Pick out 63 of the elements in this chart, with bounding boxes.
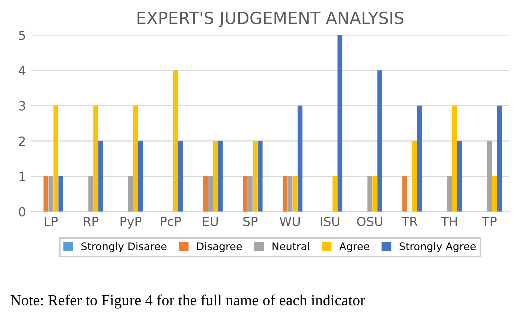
bar bbox=[258, 141, 263, 212]
bar bbox=[298, 106, 303, 212]
bar bbox=[497, 106, 502, 212]
x-tick-label: ISU bbox=[321, 216, 340, 226]
bar bbox=[412, 141, 418, 212]
x-tick-label: TP bbox=[482, 217, 497, 226]
bar bbox=[58, 176, 64, 212]
legend-label: Strongly Agree bbox=[400, 242, 476, 252]
bar bbox=[447, 176, 452, 212]
bar bbox=[133, 106, 138, 212]
chart-title: EXPERT'S JUDGEMENT ANALYSIS bbox=[138, 12, 404, 28]
x-tick-label: EU bbox=[203, 217, 218, 226]
x-tick-label: LP bbox=[45, 217, 58, 226]
legend-label: Agree bbox=[339, 242, 370, 252]
legend-label: Strongly Disaree bbox=[82, 242, 167, 252]
bar bbox=[54, 106, 58, 212]
y-tick-label: 0 bbox=[19, 207, 26, 217]
bar bbox=[492, 176, 498, 212]
legend-label: Neutral bbox=[272, 242, 310, 250]
bar bbox=[372, 176, 378, 212]
bar bbox=[88, 176, 94, 212]
y-tick-label: 2 bbox=[19, 136, 26, 146]
x-tick-label: OSU bbox=[357, 216, 382, 226]
bar bbox=[253, 141, 258, 212]
x-tick-label: TR bbox=[402, 217, 418, 226]
bar bbox=[208, 176, 213, 212]
bar bbox=[457, 141, 462, 212]
y-tick-label: 5 bbox=[19, 30, 26, 40]
bar bbox=[138, 141, 144, 212]
bar bbox=[178, 141, 184, 212]
bar bbox=[48, 176, 54, 212]
bar bbox=[94, 106, 98, 212]
bar bbox=[338, 35, 343, 212]
bar bbox=[292, 176, 298, 212]
x-tick-label: PcP bbox=[160, 217, 182, 226]
bar bbox=[98, 141, 104, 212]
bar bbox=[368, 176, 372, 212]
bar bbox=[44, 176, 49, 212]
x-tick-label: TH bbox=[441, 217, 458, 226]
bar bbox=[332, 176, 338, 212]
bar bbox=[282, 176, 288, 212]
x-tick-label: SP bbox=[244, 216, 258, 226]
x-tick-label: WU bbox=[280, 217, 300, 226]
legend-label: Disagree bbox=[197, 242, 242, 252]
bar bbox=[452, 106, 458, 212]
bar bbox=[288, 176, 293, 212]
x-tick-label: PyP bbox=[120, 217, 142, 229]
bar bbox=[417, 106, 422, 212]
bar bbox=[378, 70, 382, 212]
bar bbox=[173, 70, 178, 212]
bar bbox=[128, 176, 134, 212]
bar bbox=[402, 176, 408, 212]
bar bbox=[213, 141, 218, 212]
text: Note: Refer to Figure 4 for the full name of each indicator bbox=[10, 294, 366, 309]
bar bbox=[218, 141, 223, 212]
y-tick-label: 1 bbox=[20, 172, 26, 182]
bar bbox=[248, 176, 253, 212]
y-tick-label: 4 bbox=[18, 66, 26, 76]
x-tick-label: RP bbox=[84, 217, 99, 226]
bar bbox=[203, 176, 208, 212]
bar bbox=[487, 141, 492, 212]
y-tick-label: 3 bbox=[19, 101, 26, 111]
bar bbox=[243, 176, 248, 212]
